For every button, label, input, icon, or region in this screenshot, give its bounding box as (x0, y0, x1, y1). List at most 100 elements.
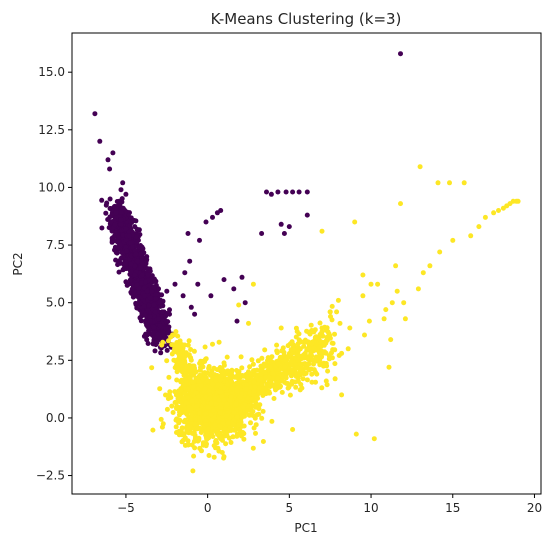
cluster-2-point (246, 369, 251, 375)
cluster-2-point (252, 398, 258, 404)
y-tick-label: 7.5 (46, 238, 65, 252)
x-tick-label: 5 (286, 501, 294, 515)
cluster-2-point (491, 210, 497, 216)
cluster-2-point (168, 334, 174, 340)
cluster-1-point (208, 293, 214, 299)
cluster-2-point (234, 388, 240, 394)
cluster-1-point (151, 302, 157, 308)
cluster-2-point (179, 425, 185, 431)
cluster-2-point (170, 410, 176, 415)
cluster-1-point (203, 219, 209, 225)
cluster-2-point (435, 180, 441, 186)
cluster-2-point (216, 397, 222, 403)
cluster-2-point (208, 400, 214, 406)
cluster-1-point (140, 261, 145, 267)
cluster-2-point (250, 361, 256, 367)
cluster-2-point (182, 390, 188, 396)
y-tick-label: 5.0 (46, 296, 65, 310)
cluster-2-point (202, 386, 208, 392)
cluster-2-point (241, 436, 247, 442)
cluster-2-point (323, 378, 329, 384)
cluster-1-point (137, 315, 143, 321)
cluster-2-point (319, 228, 325, 234)
cluster-1-point (118, 187, 124, 193)
cluster-2-point (309, 341, 315, 347)
cluster-1-point (188, 304, 194, 310)
cluster-2-point (205, 404, 211, 410)
cluster-2-point (304, 377, 310, 383)
cluster-2-point (278, 378, 284, 384)
cluster-1-point (141, 303, 147, 309)
cluster-2-point (190, 364, 196, 370)
cluster-2-point (295, 379, 301, 384)
cluster-1-point (281, 231, 287, 236)
cluster-2-point (288, 359, 294, 365)
cluster-2-point (211, 454, 217, 460)
cluster-1-point (164, 288, 170, 294)
cluster-2-point (174, 347, 179, 353)
cluster-2-point (420, 270, 426, 276)
cluster-2-point (224, 354, 230, 360)
cluster-2-point (360, 272, 366, 278)
cluster-2-point (301, 343, 307, 349)
cluster-2-point (274, 342, 280, 348)
cluster-2-point (476, 224, 482, 230)
cluster-2-point (211, 365, 217, 371)
cluster-2-point (319, 385, 325, 391)
cluster-2-point (222, 385, 227, 391)
cluster-2-point (149, 365, 155, 371)
cluster-2-point (219, 450, 225, 455)
cluster-2-point (293, 325, 299, 331)
cluster-2-point (339, 350, 345, 356)
cluster-2-point (192, 421, 198, 427)
cluster-2-point (177, 343, 183, 349)
cluster-2-point (185, 442, 191, 448)
cluster-2-point (262, 347, 268, 353)
cluster-2-point (197, 410, 202, 416)
cluster-1-point (144, 288, 150, 294)
cluster-1-point (136, 289, 142, 295)
cluster-2-point (179, 362, 184, 368)
cluster-1-point (278, 221, 284, 227)
cluster-2-point (178, 354, 184, 360)
cluster-2-point (461, 180, 467, 186)
cluster-1-point (142, 293, 148, 299)
cluster-2-point (388, 337, 394, 343)
cluster-1-point (141, 333, 147, 339)
cluster-2-point (313, 379, 318, 385)
cluster-2-point (236, 422, 242, 428)
cluster-2-point (166, 374, 172, 380)
cluster-1-point (275, 189, 281, 195)
cluster-1-point (164, 347, 170, 353)
cluster-1-point (116, 245, 122, 251)
cluster-2-point (250, 413, 256, 418)
cluster-2-point (237, 394, 243, 400)
cluster-2-point (269, 418, 275, 424)
cluster-2-point (210, 341, 215, 347)
cluster-2-point (299, 385, 305, 391)
cluster-2-point (300, 376, 306, 382)
cluster-1-point (195, 281, 201, 287)
cluster-2-point (197, 372, 203, 378)
cluster-1-point (128, 261, 134, 267)
cluster-1-point (113, 257, 119, 263)
cluster-2-point (256, 390, 262, 396)
cluster-1-point (165, 330, 171, 336)
cluster-2-point (179, 432, 185, 438)
cluster-2-point (368, 281, 374, 287)
cluster-2-point (211, 443, 217, 449)
cluster-2-point (192, 435, 198, 441)
cluster-1-point (128, 215, 134, 221)
y-axis: −2.5 0.0 2.5 5.0 7.5 10.0 12.5 15.0 (36, 65, 72, 483)
cluster-1-point (153, 296, 159, 301)
cluster-2-point (202, 411, 208, 417)
cluster-2-point (247, 389, 253, 395)
cluster-2-point (327, 332, 333, 338)
cluster-2-point (298, 339, 304, 345)
cluster-2-point (160, 339, 166, 345)
cluster-2-point (266, 365, 272, 371)
cluster-2-point (186, 352, 192, 358)
cluster-1-point (105, 157, 111, 163)
cluster-2-point (197, 418, 203, 424)
cluster-2-point (258, 367, 264, 373)
